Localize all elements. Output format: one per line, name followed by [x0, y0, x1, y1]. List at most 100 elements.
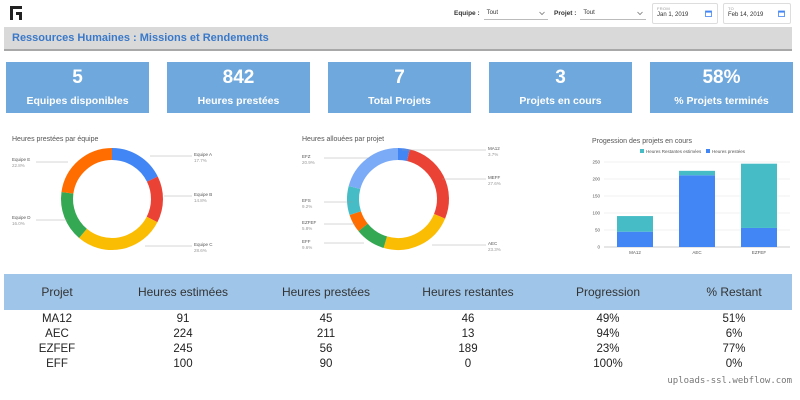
header-cell: Heures estimées: [137, 285, 229, 299]
slice-percent: 14.8%: [194, 198, 207, 203]
header-cell: % Restant: [706, 285, 762, 299]
table-cell: 49%: [596, 312, 620, 325]
donut-slice: [61, 148, 113, 194]
date-from-value: Jan 1, 2019: [657, 12, 689, 18]
table-cell: 189: [458, 342, 478, 355]
y-tick-label: 250: [592, 160, 600, 165]
kpi-label: Total Projets: [368, 95, 431, 107]
team-select-value: Tout: [486, 9, 498, 16]
table-cell: 0%: [725, 357, 743, 370]
table-cell: 45: [319, 312, 333, 325]
project-select[interactable]: Tout: [580, 6, 647, 20]
donut-slice: [111, 148, 158, 183]
kpi-card-hours: 842 Heures prestées: [167, 62, 310, 113]
slice-label: AEC: [488, 241, 498, 246]
table-cell: 211: [316, 327, 336, 340]
table-cell: MA12: [41, 312, 73, 325]
donut-slice: [383, 213, 446, 250]
slice-label: Equipe A: [194, 152, 212, 157]
table-cell: 100%: [593, 357, 623, 370]
slice-percent: 27.6%: [488, 181, 501, 186]
table-cell: 91: [176, 312, 190, 325]
slice-percent: 9.6%: [302, 245, 312, 250]
x-tick-label: AEC: [692, 250, 702, 255]
bar-segment: [617, 216, 653, 232]
table-cell: 6%: [725, 327, 743, 340]
kpi-card-completed: 58% % Projets terminés: [650, 62, 793, 113]
table-cell: 77%: [722, 342, 746, 355]
bar-segment: [617, 231, 653, 247]
slice-label: Equipe E: [12, 157, 30, 162]
y-tick-label: 100: [592, 211, 600, 216]
slice-percent: 9.2%: [302, 204, 312, 209]
charts-area: Equipe A17.7% Equipe B14.8% Equipe C28.6% E…: [12, 146, 790, 255]
calendar-icon: [778, 10, 785, 17]
chart-title-progress: Progession des projets en cours: [592, 138, 692, 145]
kpi-card-projects: 7 Total Projets: [328, 62, 471, 113]
x-tick-label: EZFEF: [752, 250, 767, 255]
donut-slice: [347, 185, 362, 215]
slice-label: EFF: [302, 239, 311, 244]
table-cell: 94%: [596, 327, 620, 340]
donut-slice: [348, 148, 399, 190]
slice-percent: 5.8%: [302, 226, 312, 231]
team-filter[interactable]: Equipe : Tout: [454, 6, 548, 20]
team-filter-label: Equipe :: [454, 9, 480, 17]
page-title: Ressources Humaines : Missions et Rendem…: [12, 32, 269, 44]
legend-label: Heures prestées: [712, 149, 746, 154]
slice-percent: 20.9%: [302, 160, 315, 165]
chevron-down-icon: [637, 11, 644, 15]
kpi-card-teams: 5 Equipes disponibles: [6, 62, 149, 113]
chart-title-team-hours: Heures prestées par équipe: [12, 136, 99, 143]
kpi-value: 3: [555, 67, 566, 88]
table-cell: EFF: [46, 357, 68, 370]
date-to-value: Feb 14, 2019: [728, 12, 764, 18]
date-to-label: TO: [728, 6, 735, 11]
table-row: AEC 224 211 13 94% 6%: [4, 326, 792, 341]
source-watermark: uploads-ssl.webflow.com: [667, 376, 792, 386]
title-bar: Ressources Humaines : Missions et Rendem…: [4, 27, 792, 51]
slice-percent: 22.8%: [12, 163, 25, 168]
y-tick-label: 150: [592, 194, 600, 199]
slice-percent: 16.0%: [12, 221, 25, 226]
team-select[interactable]: Tout: [483, 6, 548, 20]
table-row: MA12 91 45 46 49% 51%: [4, 311, 792, 326]
bar-segment: [679, 170, 715, 176]
y-tick-label: 50: [595, 228, 601, 233]
donut-slice: [349, 210, 368, 232]
table-cell: 90: [319, 357, 333, 370]
date-from-picker[interactable]: FROM Jan 1, 2019: [652, 3, 718, 24]
slice-label: Equipe B: [194, 192, 212, 197]
slice-label: Equipe C: [194, 242, 213, 247]
slice-label: MEFF: [488, 175, 500, 180]
table-cell: 0: [464, 357, 472, 370]
legend-swatch: [706, 149, 710, 153]
calendar-icon: [705, 10, 712, 17]
bar-segment: [741, 163, 777, 228]
chart-title-project-hours: Heures allouées par projet: [302, 136, 385, 143]
kpi-label: % Projets terminés: [674, 95, 769, 107]
project-filter[interactable]: Projet : Tout: [554, 6, 647, 20]
legend-label: Heures Restantes estimées: [646, 149, 702, 154]
donut-slice: [397, 148, 410, 162]
kpi-label: Projets en cours: [519, 95, 602, 107]
chevron-down-icon: [538, 11, 545, 15]
top-bar: Equipe : Tout Projet : Tout FROM Jan 1, …: [0, 0, 800, 27]
table-header: Projet Heures estimées Heures prestées H…: [4, 274, 792, 310]
project-select-value: Tout: [583, 9, 595, 16]
slice-label: EZFEF: [302, 220, 317, 225]
table-cell: 51%: [722, 312, 746, 325]
donut-slice: [79, 216, 158, 250]
x-tick-label: MA12: [629, 250, 641, 255]
table-cell: EZFEF: [38, 342, 76, 355]
donut-slice: [61, 192, 88, 238]
slice-label: EFS: [302, 198, 311, 203]
y-tick-label: 200: [592, 177, 600, 182]
date-to-picker[interactable]: TO Feb 14, 2019: [723, 3, 791, 24]
table-cell: 100: [173, 357, 193, 370]
slice-percent: 3.7%: [488, 152, 498, 157]
table-cell: 224: [173, 327, 193, 340]
kpi-value: 7: [394, 67, 405, 88]
project-filter-label: Projet :: [554, 9, 577, 17]
header-cell: Heures prestées: [281, 285, 371, 299]
